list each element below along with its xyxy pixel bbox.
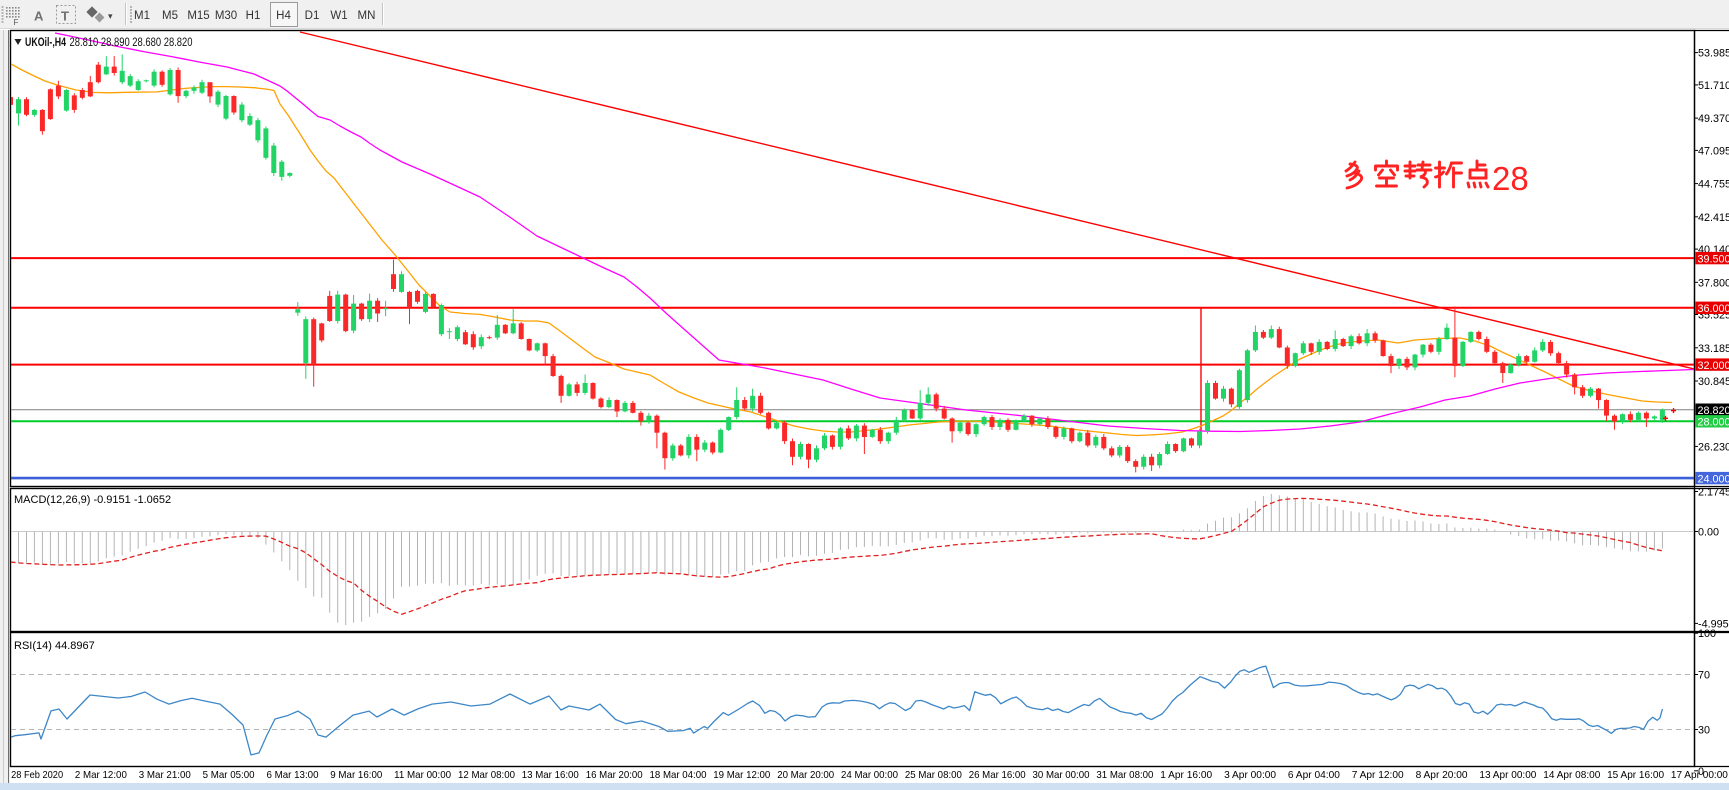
svg-text:47.095: 47.095: [1698, 145, 1729, 157]
svg-text:28: 28: [1492, 160, 1529, 197]
svg-text:M30: M30: [215, 10, 237, 22]
svg-text:2 Mar 12:00: 2 Mar 12:00: [75, 769, 127, 781]
svg-text:8 Apr 20:00: 8 Apr 20:00: [1416, 769, 1468, 781]
svg-text:A: A: [34, 9, 44, 24]
svg-text:▾: ▾: [108, 11, 113, 21]
svg-text:7 Apr 12:00: 7 Apr 12:00: [1352, 769, 1404, 781]
svg-text:W1: W1: [330, 10, 347, 22]
svg-text:19 Mar 12:00: 19 Mar 12:00: [713, 769, 770, 781]
svg-text:28.820: 28.820: [1698, 405, 1729, 417]
svg-text:3 Mar 21:00: 3 Mar 21:00: [139, 769, 191, 781]
svg-text:25 Mar 08:00: 25 Mar 08:00: [905, 769, 962, 781]
svg-text:0: 0: [1698, 766, 1704, 778]
svg-text:20 Mar 20:00: 20 Mar 20:00: [777, 769, 834, 781]
svg-text:26.230: 26.230: [1698, 441, 1729, 453]
svg-text:0.00: 0.00: [1698, 527, 1719, 539]
svg-text:M5: M5: [162, 10, 178, 22]
svg-text:36.000: 36.000: [1698, 303, 1729, 315]
svg-text:17 Apr 00:00: 17 Apr 00:00: [1671, 769, 1728, 781]
svg-text:51.710: 51.710: [1698, 80, 1729, 92]
svg-text:30 Mar 00:00: 30 Mar 00:00: [1033, 769, 1090, 781]
svg-text:2.1745: 2.1745: [1698, 487, 1729, 499]
svg-text:UKOil-,H4: UKOil-,H4: [25, 37, 66, 49]
svg-text:12 Mar 08:00: 12 Mar 08:00: [458, 769, 515, 781]
svg-text:11 Mar 00:00: 11 Mar 00:00: [394, 769, 451, 781]
svg-text:42.415: 42.415: [1698, 212, 1729, 224]
svg-text:28.810 28.890 28.680 28.820: 28.810 28.890 28.680 28.820: [70, 37, 193, 49]
svg-text:6 Mar 13:00: 6 Mar 13:00: [267, 769, 319, 781]
svg-text:26 Mar 16:00: 26 Mar 16:00: [969, 769, 1026, 781]
svg-text:3 Apr 00:00: 3 Apr 00:00: [1224, 769, 1276, 781]
svg-text:MACD(12,26,9) -0.9151 -1.0652: MACD(12,26,9) -0.9151 -1.0652: [14, 494, 171, 506]
svg-text:14 Apr 08:00: 14 Apr 08:00: [1543, 769, 1600, 781]
svg-text:13 Mar 16:00: 13 Mar 16:00: [522, 769, 579, 781]
svg-text:53.985: 53.985: [1698, 48, 1729, 60]
svg-text:D1: D1: [305, 10, 320, 22]
svg-text:31 Mar 08:00: 31 Mar 08:00: [1096, 769, 1153, 781]
svg-text:32.000: 32.000: [1698, 360, 1729, 372]
svg-text:28 Feb 2020: 28 Feb 2020: [11, 769, 63, 781]
svg-text:13 Apr 00:00: 13 Apr 00:00: [1479, 769, 1536, 781]
svg-text:49.370: 49.370: [1698, 113, 1729, 125]
svg-text:28.000: 28.000: [1698, 417, 1729, 429]
svg-text:-4.9955: -4.9955: [1698, 618, 1729, 630]
svg-text:F: F: [14, 18, 19, 27]
svg-text:T: T: [61, 9, 69, 24]
svg-text:16 Mar 20:00: 16 Mar 20:00: [586, 769, 643, 781]
svg-text:M15: M15: [187, 10, 209, 22]
svg-text:H4: H4: [276, 10, 291, 22]
svg-text:24 Mar 00:00: 24 Mar 00:00: [841, 769, 898, 781]
svg-text:39.500: 39.500: [1698, 253, 1729, 265]
svg-text:44.755: 44.755: [1698, 179, 1729, 191]
svg-text:30: 30: [1698, 725, 1710, 737]
svg-text:37.800: 37.800: [1698, 277, 1729, 289]
svg-text:1 Apr 16:00: 1 Apr 16:00: [1160, 769, 1212, 781]
svg-text:30.845: 30.845: [1698, 376, 1729, 388]
svg-text:H1: H1: [246, 10, 261, 22]
svg-text:MN: MN: [358, 10, 376, 22]
svg-text:9 Mar 16:00: 9 Mar 16:00: [330, 769, 382, 781]
svg-text:33.185: 33.185: [1698, 343, 1729, 355]
svg-text:5 Mar 05:00: 5 Mar 05:00: [203, 769, 255, 781]
svg-text:24.000: 24.000: [1698, 473, 1729, 485]
svg-text:18 Mar 04:00: 18 Mar 04:00: [650, 769, 707, 781]
svg-text:M1: M1: [134, 10, 150, 22]
svg-text:RSI(14) 44.8967: RSI(14) 44.8967: [14, 640, 95, 652]
svg-text:100: 100: [1698, 628, 1716, 640]
svg-text:70: 70: [1698, 670, 1710, 682]
svg-text:15 Apr 16:00: 15 Apr 16:00: [1607, 769, 1664, 781]
svg-text:6 Apr 04:00: 6 Apr 04:00: [1288, 769, 1340, 781]
